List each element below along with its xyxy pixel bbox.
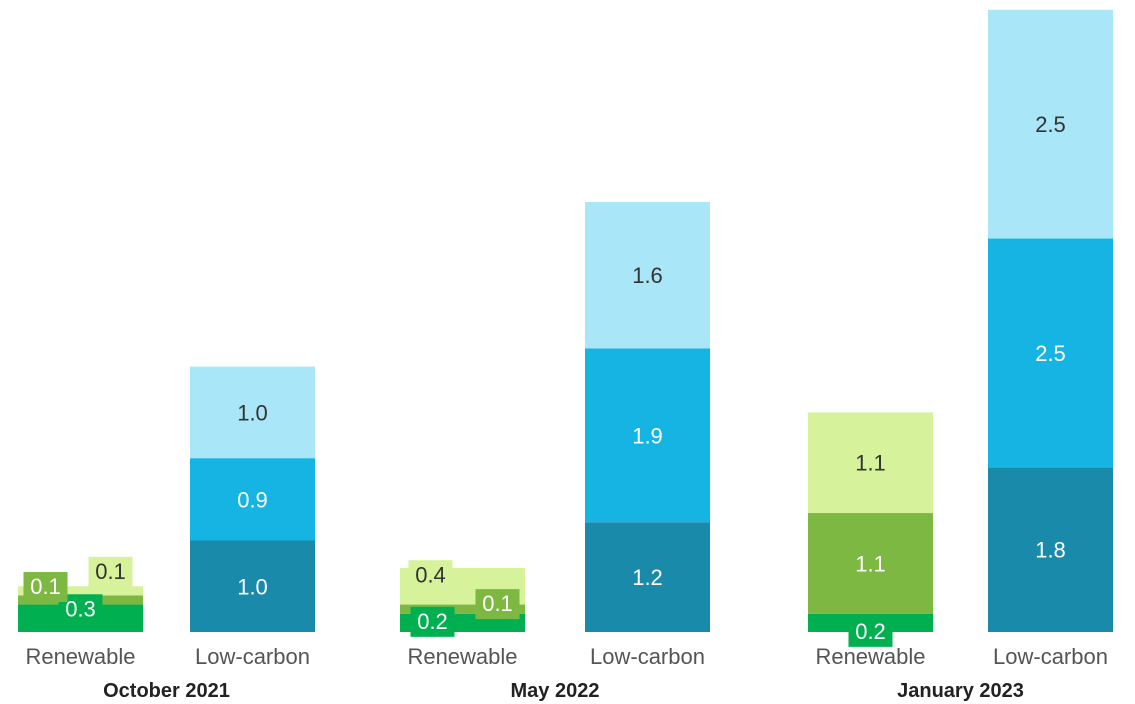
group-label: October 2021: [103, 680, 230, 702]
category-label: Renewable: [815, 644, 925, 669]
data-label: 0.1: [30, 574, 61, 599]
data-label: 1.9: [632, 423, 663, 448]
data-label-bg: [410, 606, 455, 637]
category-label: Renewable: [407, 644, 517, 669]
bar-segment-low-carbon-0-0: [190, 540, 315, 632]
data-label-bg: [23, 571, 68, 602]
category-label: Low-carbon: [195, 644, 310, 669]
category-label: Renewable: [25, 644, 135, 669]
bar-segment-low-carbon-0-1: [190, 458, 315, 541]
data-label: 1.0: [237, 400, 268, 425]
group-label: January 2023: [897, 680, 1024, 702]
data-label: 1.6: [632, 263, 663, 288]
bar-segment-low-carbon-0-2: [190, 366, 315, 459]
data-label-bg: [848, 616, 893, 647]
data-label: 0.1: [95, 559, 126, 584]
bar-segment-renewable-0-2: [18, 586, 143, 596]
data-label: 1.1: [855, 551, 886, 576]
data-label: 0.4: [415, 562, 446, 587]
bar-segment-renewable-2-2: [808, 412, 933, 514]
data-label: 1.1: [855, 451, 886, 476]
bar-segment-renewable-1-1: [400, 604, 525, 614]
bar-segment-low-carbon-2-1: [988, 238, 1113, 468]
bar-segment-low-carbon-2-2: [988, 9, 1113, 239]
data-label-bg: [88, 556, 133, 587]
bar-segment-low-carbon-1-2: [585, 201, 710, 349]
data-label-bg: [475, 589, 520, 620]
category-label: Low-carbon: [590, 644, 705, 669]
bar-segment-low-carbon-1-0: [585, 522, 710, 632]
bar-segment-low-carbon-1-1: [585, 348, 710, 523]
data-label: 0.3: [65, 596, 96, 621]
data-label: 1.0: [237, 574, 268, 599]
data-label: 0.2: [855, 619, 886, 644]
data-label: 2.5: [1035, 112, 1066, 137]
bars-layer: [18, 9, 1113, 632]
group-label: May 2022: [511, 680, 600, 702]
bar-segment-renewable-2-1: [808, 513, 933, 614]
labels-layer: 0.30.10.1Renewable1.00.91.0Low-carbonOct…: [23, 112, 1108, 702]
data-label-bg: [408, 560, 453, 591]
data-label: 1.8: [1035, 538, 1066, 563]
data-label: 0.9: [237, 487, 268, 512]
category-label: Low-carbon: [993, 644, 1108, 669]
data-label: 2.5: [1035, 341, 1066, 366]
data-label: 1.2: [632, 565, 663, 590]
data-label: 0.1: [482, 591, 513, 616]
data-label: 0.2: [417, 609, 448, 634]
bar-segment-low-carbon-2-0: [988, 467, 1113, 632]
